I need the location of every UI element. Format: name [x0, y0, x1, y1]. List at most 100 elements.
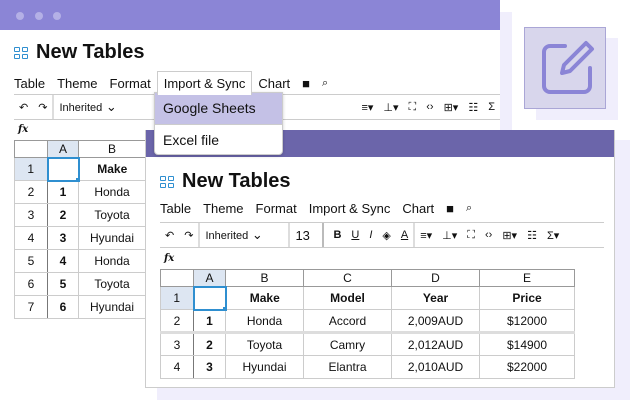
font-size-input[interactable]: 13 — [295, 227, 310, 243]
cell[interactable]: 2,010AUD — [391, 355, 480, 379]
cell[interactable] — [192, 285, 227, 311]
align-icon[interactable]: ≡▾ — [420, 229, 433, 242]
cell[interactable]: Honda — [225, 309, 304, 334]
align-icon[interactable]: ≡▾ — [361, 101, 374, 114]
bold-button[interactable]: B — [333, 229, 342, 241]
cell[interactable] — [46, 156, 80, 182]
text-color-button[interactable]: A — [400, 229, 409, 241]
row-header[interactable]: 6 — [14, 272, 48, 296]
cell[interactable]: Hyundai — [225, 355, 304, 379]
fill-color-icon[interactable]: ◈ — [382, 229, 391, 242]
row-header[interactable]: 3 — [14, 203, 48, 227]
redo-icon[interactable]: ↷ — [184, 229, 194, 242]
row-header[interactable]: 5 — [14, 249, 48, 273]
cell[interactable]: 5 — [47, 272, 79, 296]
col-header[interactable]: B — [78, 140, 146, 158]
cell[interactable]: $22000 — [479, 355, 575, 379]
page-title: New Tables — [160, 170, 291, 193]
grid-icon — [14, 46, 28, 59]
row-header[interactable]: 4 — [160, 355, 194, 379]
search-icon[interactable]: ⌕ — [466, 202, 473, 214]
merge-icon[interactable]: ⛶ — [408, 100, 417, 113]
font-select[interactable]: Inherited ⌄ — [205, 227, 263, 242]
font-select[interactable]: Inherited ⌄ — [59, 99, 117, 114]
row-header[interactable]: 3 — [160, 332, 194, 356]
sum-icon[interactable]: Σ — [488, 101, 495, 113]
dropdown-google-sheets[interactable]: Google Sheets — [155, 93, 282, 124]
cell[interactable]: 1 — [193, 309, 226, 334]
cell[interactable]: Honda — [78, 249, 146, 273]
window-dot[interactable] — [53, 12, 61, 20]
cell[interactable]: Make — [78, 157, 146, 181]
window-dot[interactable] — [16, 12, 24, 20]
row-header[interactable]: 2 — [14, 180, 48, 204]
col-header[interactable]: B — [225, 269, 304, 287]
col-header[interactable]: E — [479, 269, 575, 287]
cell[interactable]: 2 — [47, 203, 79, 227]
cell[interactable]: 3 — [47, 226, 79, 250]
undo-icon[interactable]: ↶ — [19, 101, 29, 114]
cell[interactable]: 2,009AUD — [391, 309, 480, 334]
col-header[interactable]: A — [193, 269, 226, 287]
undo-icon[interactable]: ↶ — [165, 229, 175, 242]
cell[interactable]: Year — [391, 286, 480, 310]
cell[interactable]: 2,012AUD — [391, 332, 480, 356]
row-header[interactable]: 4 — [14, 226, 48, 250]
cell[interactable]: $14900 — [479, 332, 575, 356]
search-icon[interactable]: ⌕ — [322, 76, 329, 89]
cell[interactable]: Hyundai — [78, 226, 146, 250]
menu-import-sync[interactable]: Import & Sync — [156, 71, 253, 95]
row-header[interactable]: 1 — [160, 286, 194, 310]
row-header[interactable]: 2 — [160, 309, 194, 334]
sum-icon[interactable]: Σ▾ — [546, 229, 560, 242]
menu-theme[interactable]: Theme — [57, 75, 98, 91]
menu-chart[interactable]: Chart — [258, 75, 291, 91]
italic-button[interactable]: I — [369, 229, 373, 241]
dropdown-excel-file[interactable]: Excel file — [155, 124, 282, 155]
merge-icon[interactable]: ⛶ — [467, 228, 475, 241]
redo-icon[interactable]: ↷ — [38, 101, 48, 114]
col-header[interactable]: C — [303, 269, 392, 287]
col-header[interactable]: D — [391, 269, 480, 287]
underline-button[interactable]: U — [351, 229, 360, 241]
row-header[interactable]: 1 — [14, 157, 48, 181]
list-icon[interactable]: ☷ — [527, 229, 537, 242]
cell[interactable]: 6 — [47, 295, 79, 319]
menu-import-sync[interactable]: Import & Sync — [308, 201, 391, 216]
menu-theme[interactable]: Theme — [203, 201, 244, 216]
cell[interactable]: Camry — [303, 332, 392, 356]
list-icon[interactable]: ☷ — [468, 101, 479, 114]
save-icon[interactable]: ■ — [302, 75, 311, 91]
menu-table[interactable]: Table — [160, 201, 192, 216]
cell[interactable]: Elantra — [303, 355, 392, 379]
cell[interactable]: 4 — [47, 249, 79, 273]
cell[interactable]: 1 — [47, 180, 79, 204]
cell[interactable]: Toyota — [78, 203, 146, 227]
cell[interactable]: Price — [479, 286, 575, 310]
cell[interactable]: Toyota — [225, 332, 304, 356]
border-icon[interactable]: ⊞▾ — [502, 229, 518, 242]
cell[interactable]: Accord — [303, 309, 392, 334]
cell[interactable]: Model — [303, 286, 392, 310]
cell[interactable]: 2 — [193, 332, 226, 356]
edit-icon-box[interactable] — [524, 27, 606, 109]
border-icon[interactable]: ⊞▾ — [443, 101, 459, 114]
row-header[interactable]: 7 — [14, 295, 48, 319]
cell[interactable]: Toyota — [78, 272, 146, 296]
menu-chart[interactable]: Chart — [402, 201, 435, 216]
menu-table[interactable]: Table — [14, 75, 46, 91]
window-dot[interactable] — [35, 12, 43, 20]
menu-format[interactable]: Format — [255, 201, 297, 216]
col-header[interactable]: A — [47, 140, 79, 158]
valign-icon[interactable]: ⊥▾ — [383, 101, 399, 114]
cell[interactable]: Honda — [78, 180, 146, 204]
cell[interactable]: 3 — [193, 355, 226, 379]
cell[interactable]: $12000 — [479, 309, 575, 334]
cell[interactable]: Hyundai — [78, 295, 146, 319]
code-icon[interactable]: ‹› — [426, 101, 434, 113]
menu-format[interactable]: Format — [109, 75, 151, 91]
valign-icon[interactable]: ⊥▾ — [442, 229, 458, 242]
save-icon[interactable]: ■ — [446, 201, 455, 216]
cell[interactable]: Make — [225, 286, 304, 310]
code-icon[interactable]: ‹› — [484, 229, 493, 241]
